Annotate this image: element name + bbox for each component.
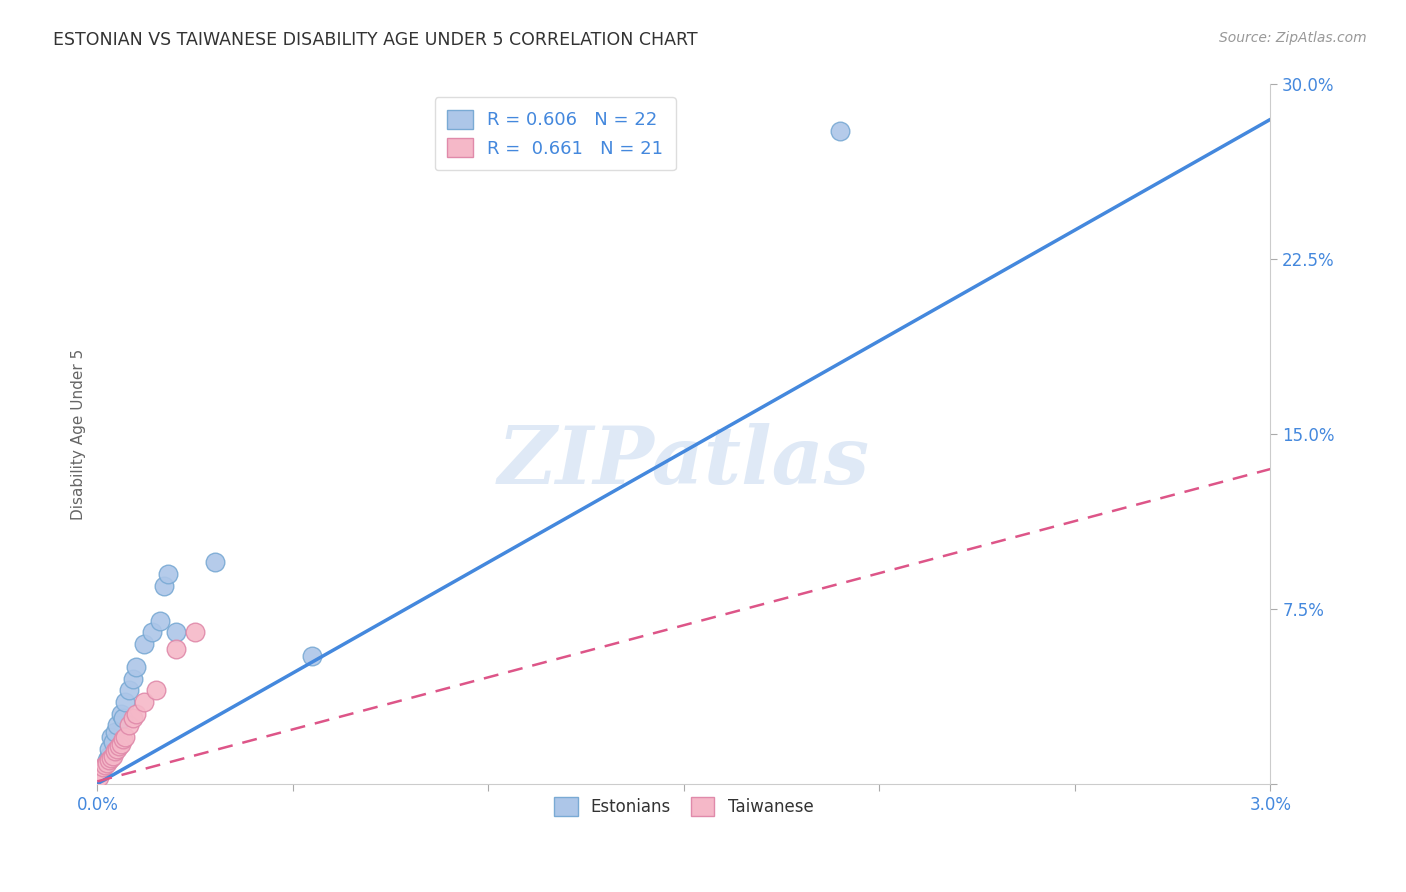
Point (110, 737, 132, 751)
Point (110, 706, 132, 721)
Point (105, 718, 128, 732)
Point (89, 770, 111, 784)
Point (134, 695, 156, 709)
Point (98, 748, 121, 763)
Point (141, 625, 163, 640)
Point (301, 648, 323, 663)
Y-axis label: Disability Age Under 5: Disability Age Under 5 (72, 349, 86, 520)
Point (108, 739, 131, 754)
Point (101, 748, 124, 763)
Point (111, 732, 134, 747)
Point (117, 718, 139, 732)
Point (165, 625, 187, 640)
Legend: Estonians, Taiwanese: Estonians, Taiwanese (546, 789, 823, 824)
Point (96, 756, 118, 770)
Point (111, 711, 134, 725)
Point (134, 637, 156, 651)
Point (145, 683, 167, 698)
Point (156, 566, 179, 581)
Text: ZIPatlas: ZIPatlas (498, 424, 870, 500)
Point (117, 683, 139, 698)
Point (149, 614, 172, 628)
Point (90, 765, 112, 780)
Point (114, 695, 136, 709)
Point (121, 672, 143, 686)
Point (94, 758, 117, 772)
Point (96, 753, 118, 767)
Point (114, 730, 136, 744)
Point (121, 711, 143, 725)
Point (184, 625, 207, 640)
Point (125, 660, 148, 674)
Text: ESTONIAN VS TAIWANESE DISABILITY AGE UNDER 5 CORRELATION CHART: ESTONIAN VS TAIWANESE DISABILITY AGE UND… (53, 31, 697, 49)
Point (100, 751, 122, 765)
Point (104, 725, 127, 739)
Point (98, 741, 121, 756)
Point (91, 760, 114, 774)
Point (153, 579, 176, 593)
Point (98, 753, 121, 767)
Point (104, 744, 127, 758)
Point (165, 641, 187, 656)
Point (204, 555, 226, 569)
Point (101, 735, 124, 749)
Text: Source: ZipAtlas.com: Source: ZipAtlas.com (1219, 31, 1367, 45)
Point (830, 124, 852, 138)
Point (105, 741, 128, 756)
Point (125, 706, 148, 721)
Point (100, 730, 122, 744)
